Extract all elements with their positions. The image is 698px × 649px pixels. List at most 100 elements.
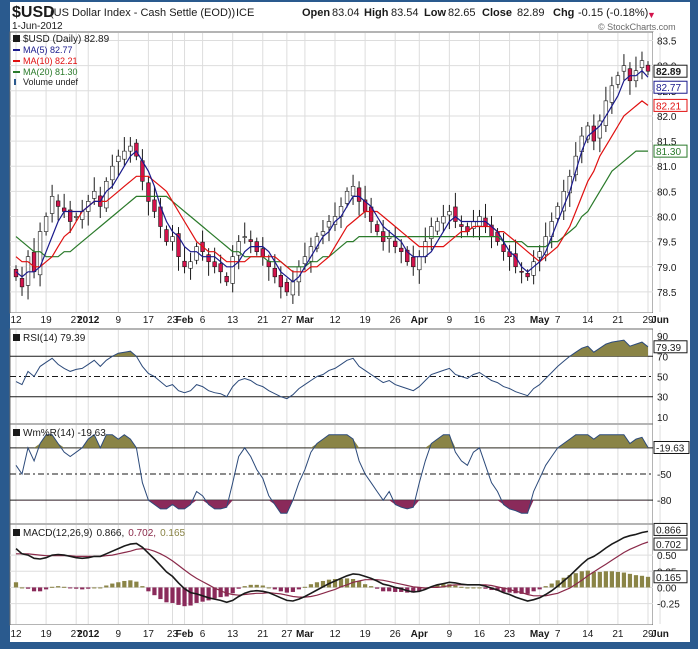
candle-down — [453, 206, 458, 222]
candle-up — [447, 211, 452, 216]
macd-histogram-bar — [206, 587, 211, 601]
candle-down — [182, 260, 187, 268]
macd-histogram-bar — [471, 587, 476, 589]
x-tick-label: 26 — [390, 315, 402, 326]
candle-down — [284, 282, 290, 293]
wmr-label: Wm%R(14) -19.63 — [23, 428, 106, 439]
x-tick-label: 19 — [41, 315, 53, 326]
candle-up — [621, 65, 627, 72]
price-tag-ma5: 82.77 — [656, 83, 681, 94]
candle-up — [537, 251, 542, 258]
x-tick-label: 17 — [143, 629, 155, 640]
candle-up — [122, 150, 127, 160]
macd-histogram-bar — [356, 580, 362, 588]
macd-histogram-bar — [43, 587, 49, 590]
candle-up — [555, 206, 560, 219]
candle-up — [43, 216, 49, 232]
macd-histogram-bar — [110, 583, 115, 588]
x-tick-label: 27 — [71, 629, 83, 640]
wmr-line — [15, 433, 649, 514]
macd-histogram-bar — [296, 587, 302, 590]
x-tick-label: Apr — [411, 315, 428, 326]
macd-histogram-bar — [31, 587, 37, 592]
macd-label-main: MACD(12,26,9) 0.866, 0.702, 0.165 — [23, 528, 186, 539]
x-tick-label: May — [530, 629, 550, 640]
macd-histogram-bar — [537, 587, 542, 590]
chart-name: (US Dollar Index - Cash Settle (EOD)) — [50, 7, 235, 19]
macd-histogram-bar — [248, 584, 253, 588]
macd-histogram-bar — [543, 586, 548, 588]
macd-histogram-bar — [56, 586, 61, 588]
x-tick-label: 26 — [390, 629, 402, 640]
x-tick-label: 23 — [167, 315, 179, 326]
macd-histogram-bar — [567, 575, 572, 588]
macd-histogram-bar — [519, 587, 524, 594]
rsi-icon — [13, 334, 20, 341]
rsi-tick-label: 50 — [657, 373, 669, 384]
wmr-tag: -19.63 — [656, 443, 685, 454]
candle-down — [218, 263, 223, 273]
x-tick-label: 6 — [200, 315, 206, 326]
macd-histogram-bar — [224, 587, 229, 597]
macd-histogram-bar — [507, 587, 512, 593]
macd-histogram-bar — [122, 580, 127, 588]
macd-histogram-bar — [50, 586, 55, 588]
chart-symbol: $USD — [12, 4, 55, 21]
x-tick-label: Feb — [176, 315, 194, 326]
chart-header — [10, 2, 690, 32]
candle-up — [170, 236, 175, 242]
macd-tick-label: 0.50 — [657, 551, 677, 562]
x-tick-label: 27 — [281, 315, 293, 326]
wmr-tick-label: -80 — [657, 496, 672, 507]
x-tick-label: 14 — [582, 629, 594, 640]
macd-histogram-bar — [483, 587, 488, 589]
macd-histogram-bar — [182, 587, 187, 607]
macd-histogram-bar — [459, 586, 464, 588]
x-tick-label: 17 — [143, 315, 155, 326]
price-legend: $USD (Daily) 82.89 MA(5) 82.77 MA(10) 82… — [13, 34, 110, 87]
macd-panel — [9, 523, 654, 626]
candle-up — [242, 236, 247, 238]
x-tick-label: 19 — [360, 315, 372, 326]
price-tick-label: 79.0 — [657, 263, 677, 274]
open-label: Open — [302, 7, 330, 19]
macd-histogram-bar — [80, 587, 85, 590]
macd-histogram-bar — [92, 587, 97, 589]
macd-histogram-bar — [158, 587, 163, 600]
candle-down — [272, 267, 277, 278]
macd-histogram-bar — [332, 579, 338, 588]
x-tick-label: 23 — [504, 629, 516, 640]
candle-down — [411, 256, 416, 268]
chg-label: Chg — [553, 7, 574, 19]
ma10-line — [15, 100, 649, 273]
macd-label-signal: 0.702, — [128, 528, 156, 539]
candle-down — [164, 229, 169, 242]
candle-icon — [13, 35, 20, 42]
macd-histogram-bar — [230, 587, 235, 594]
macd-tag-signal-box — [653, 537, 688, 551]
candle-down — [627, 68, 633, 82]
candle-up — [615, 75, 621, 85]
macd-histogram-bar — [627, 573, 633, 588]
candle-up — [116, 155, 121, 162]
x-axis-band-top — [10, 313, 653, 329]
macd-histogram-bar — [387, 587, 392, 592]
macd-tick-label: 0.00 — [657, 583, 677, 594]
low-label: Low — [424, 7, 446, 19]
candle-up — [49, 196, 55, 214]
macd-histogram-bar — [615, 571, 621, 588]
macd-histogram-bar — [242, 586, 247, 588]
candle-down — [146, 182, 151, 202]
x-tick-label: 19 — [360, 629, 372, 640]
candle-down — [645, 64, 651, 72]
rsi-layer — [10, 339, 653, 400]
candle-up — [597, 120, 603, 139]
macd-histogram-bar — [441, 584, 446, 588]
candle-up — [302, 256, 308, 265]
rsi-label: RSI(14) 79.39 — [23, 333, 86, 344]
macd-histogram-bar — [74, 587, 79, 589]
macd-histogram-bar — [369, 586, 374, 588]
rsi-tag: 79.39 — [656, 343, 681, 354]
macd-histogram-bar — [603, 571, 608, 588]
macd-histogram-bar — [381, 587, 386, 592]
